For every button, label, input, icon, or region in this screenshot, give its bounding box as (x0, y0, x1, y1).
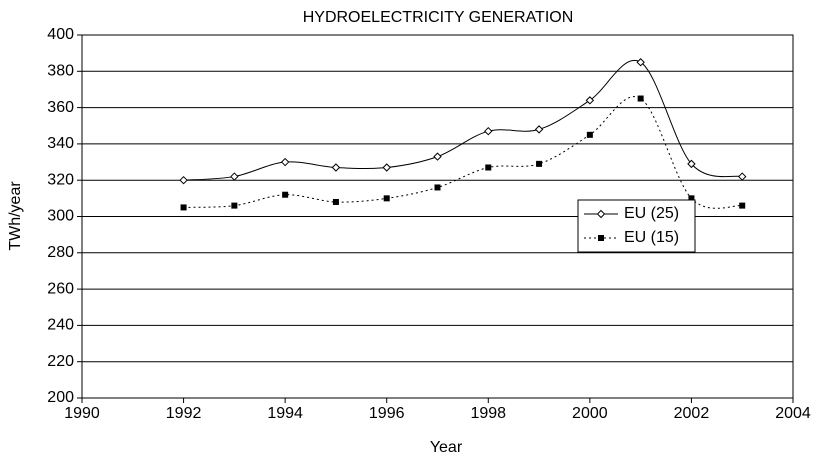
y-tick-label: 200 (47, 389, 74, 406)
legend-label: EU (15) (624, 229, 679, 246)
legend-label: EU (25) (624, 205, 679, 222)
x-tick-label: 2002 (674, 405, 710, 422)
y-tick-label: 300 (47, 208, 74, 225)
legend-marker (596, 209, 606, 219)
marker (179, 175, 188, 185)
marker (585, 96, 595, 105)
y-tick-label: 400 (47, 26, 74, 43)
marker (534, 125, 544, 134)
legend-box (577, 199, 696, 253)
marker (636, 58, 645, 67)
x-tick-label: 2000 (572, 405, 608, 422)
series-line (183, 59, 743, 181)
y-tick-label: 280 (47, 244, 74, 261)
x-tick-label: 1990 (64, 405, 100, 422)
marker (739, 202, 746, 209)
marker (688, 195, 695, 202)
legend-marker (598, 235, 604, 241)
x-tick-label: 2004 (775, 405, 811, 422)
marker (230, 172, 239, 181)
marker (282, 191, 289, 198)
y-tick-label: 360 (47, 99, 74, 116)
x-axis-label: Year (430, 439, 463, 456)
marker (484, 126, 493, 136)
marker (332, 198, 339, 205)
y-tick-label: 240 (47, 317, 74, 334)
marker (485, 164, 492, 171)
marker (383, 195, 390, 202)
x-tick-label: 1998 (470, 405, 506, 422)
chart-title: HYDROELECTRICITY GENERATION (303, 9, 574, 26)
y-tick-label: 320 (47, 171, 74, 188)
marker (738, 172, 747, 181)
marker (687, 159, 696, 169)
marker (536, 160, 543, 167)
x-tick-label: 1992 (166, 405, 202, 422)
marker (637, 95, 644, 102)
marker (382, 163, 391, 172)
marker (231, 202, 238, 209)
marker (280, 157, 290, 167)
series-line (183, 96, 743, 209)
y-tick-label: 340 (47, 135, 74, 152)
y-tick-label: 260 (47, 280, 74, 297)
marker (180, 204, 187, 211)
marker (586, 131, 593, 138)
y-axis-label: TWh/year (7, 181, 24, 251)
y-tick-label: 220 (47, 353, 74, 370)
marker (434, 184, 441, 191)
marker (433, 152, 442, 161)
x-tick-label: 1996 (369, 405, 405, 422)
marker (331, 163, 341, 172)
y-tick-label: 380 (47, 63, 74, 80)
x-tick-label: 1994 (267, 405, 303, 422)
plot-border (81, 34, 794, 399)
